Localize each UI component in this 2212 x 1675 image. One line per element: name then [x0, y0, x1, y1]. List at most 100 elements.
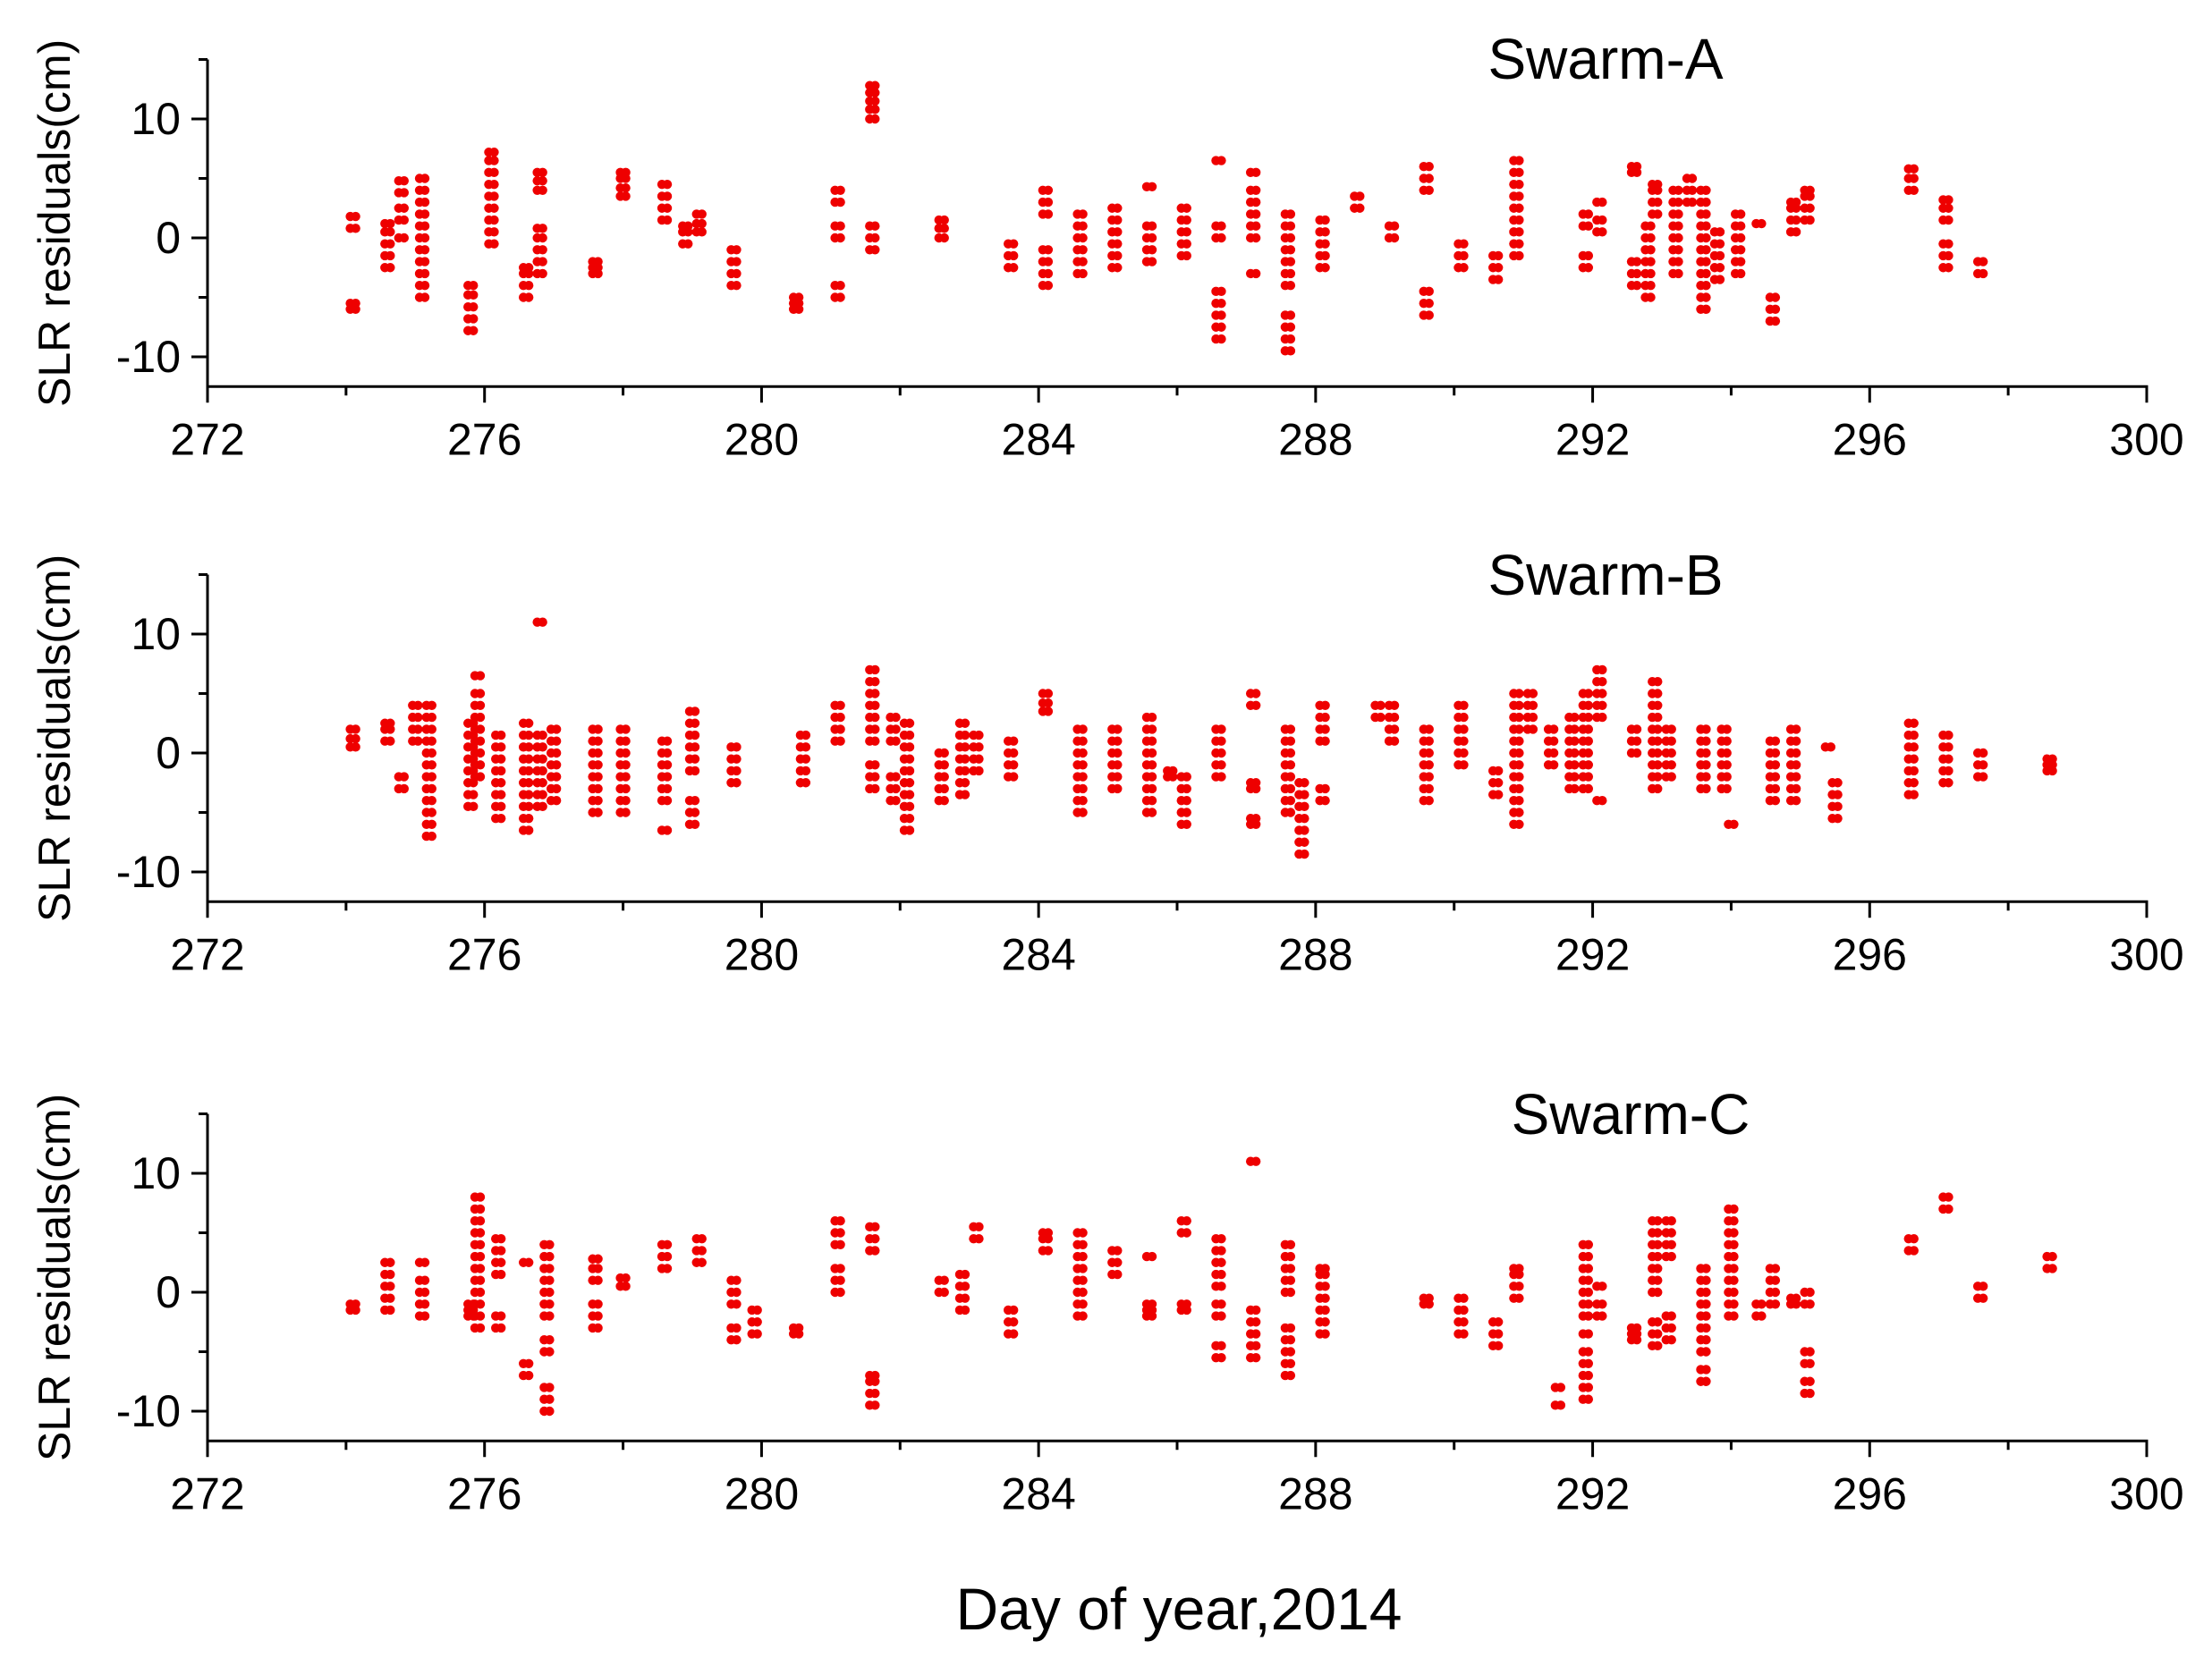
data-point — [1701, 1323, 1711, 1333]
data-point — [413, 724, 423, 734]
data-point — [427, 772, 436, 782]
data-point — [1216, 1233, 1226, 1244]
data-point — [1113, 783, 1123, 794]
data-point — [974, 730, 984, 740]
data-point — [732, 1323, 742, 1333]
data-point — [939, 1275, 949, 1285]
data-point — [1666, 1335, 1676, 1345]
data-point — [1147, 245, 1157, 255]
data-point — [523, 813, 534, 824]
data-point — [1300, 825, 1309, 835]
data-point — [538, 233, 547, 243]
data-point — [1216, 286, 1226, 297]
data-point — [420, 292, 430, 302]
data-point — [1459, 263, 1469, 273]
data-point — [489, 227, 499, 237]
data-point — [1653, 209, 1663, 219]
data-point — [1493, 766, 1504, 776]
data-point — [870, 760, 880, 770]
data-point — [697, 1233, 707, 1244]
data-point — [475, 1287, 486, 1298]
data-point — [1514, 215, 1524, 225]
data-point — [1043, 257, 1054, 266]
data-point — [1570, 724, 1580, 734]
data-point — [690, 819, 700, 829]
data-point — [351, 211, 360, 222]
data-point — [545, 1394, 555, 1404]
data-point — [1653, 736, 1663, 746]
data-point — [835, 281, 845, 291]
data-point — [621, 1282, 631, 1291]
data-point — [960, 1282, 970, 1291]
data-point — [545, 1251, 555, 1262]
data-point — [1216, 1257, 1226, 1267]
data-point — [399, 783, 409, 794]
data-point — [351, 742, 360, 752]
data-point — [420, 209, 430, 219]
data-point — [1514, 712, 1524, 723]
data-point — [835, 197, 845, 207]
data-point — [593, 1264, 603, 1273]
data-point — [1583, 1383, 1594, 1392]
data-point — [1182, 239, 1191, 249]
data-point — [1909, 1233, 1919, 1244]
data-point — [1833, 801, 1843, 812]
data-point — [351, 733, 360, 744]
x-tick-label: 300 — [2109, 1468, 2183, 1518]
data-point — [801, 742, 811, 752]
data-point — [1168, 766, 1178, 776]
data-point — [1078, 736, 1088, 746]
data-point — [351, 1299, 360, 1309]
data-point — [1583, 1358, 1594, 1369]
data-point — [835, 1287, 845, 1298]
data-point — [593, 808, 603, 817]
data-point — [1570, 736, 1580, 746]
data-point — [1598, 796, 1607, 806]
data-point — [1666, 748, 1676, 758]
data-point — [1147, 808, 1157, 817]
data-point — [1043, 1246, 1054, 1256]
data-point — [1653, 760, 1663, 770]
data-point — [538, 790, 547, 799]
data-point — [1944, 195, 1954, 205]
data-point — [1300, 778, 1309, 788]
y-axis-label: SLR residuals(cm) — [30, 39, 80, 407]
data-point — [593, 760, 603, 770]
data-point — [1147, 257, 1157, 266]
data-point — [1182, 1228, 1191, 1238]
data-point — [545, 1299, 555, 1309]
data-point — [1043, 185, 1054, 195]
data-point — [1674, 221, 1683, 231]
data-point — [1250, 1156, 1261, 1166]
data-point — [1514, 1293, 1524, 1303]
data-point — [1493, 250, 1504, 261]
data-point — [1631, 268, 1642, 279]
data-point — [870, 724, 880, 734]
data-point — [413, 736, 423, 746]
data-point — [1715, 250, 1725, 261]
data-point — [662, 1251, 673, 1262]
data-point — [870, 96, 880, 106]
data-point — [621, 748, 631, 758]
data-point — [870, 700, 880, 710]
data-point — [386, 250, 395, 261]
data-point — [835, 1228, 845, 1238]
data-point — [1285, 221, 1296, 231]
data-point — [1735, 257, 1746, 266]
data-point — [538, 224, 547, 233]
data-point — [1182, 808, 1191, 817]
data-point — [496, 813, 506, 824]
data-point — [1216, 1299, 1226, 1309]
data-point — [1459, 1293, 1469, 1303]
data-point — [1078, 1239, 1088, 1250]
data-point — [475, 1311, 486, 1321]
data-point — [1285, 1264, 1296, 1273]
data-point — [891, 772, 901, 782]
data-point — [1078, 209, 1088, 219]
data-point — [904, 801, 915, 812]
data-point — [662, 203, 673, 213]
x-tick-label: 284 — [1001, 414, 1075, 464]
data-point — [870, 1233, 880, 1244]
data-point — [1250, 209, 1261, 219]
data-point — [1653, 700, 1663, 710]
